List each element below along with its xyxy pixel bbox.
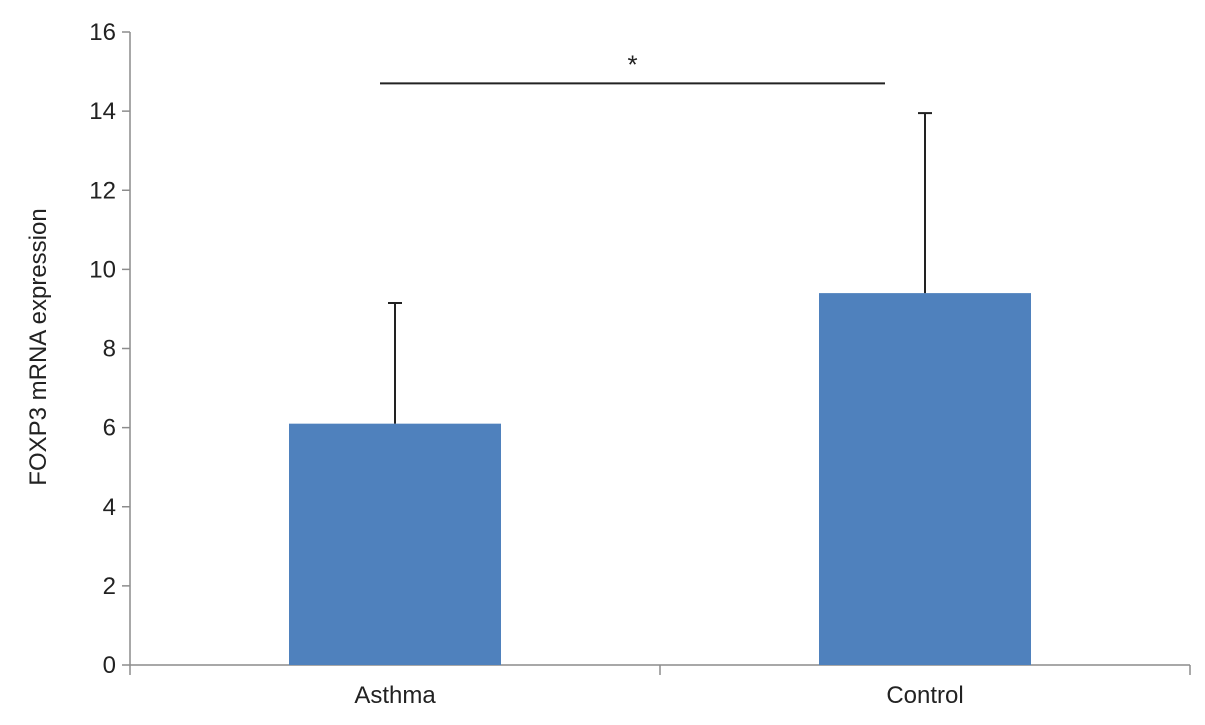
bars xyxy=(289,293,1031,665)
y-tick-label: 6 xyxy=(103,415,116,442)
y-axis: 0 2 4 6 8 10 12 14 16 xyxy=(89,19,131,679)
x-axis: Asthma Control xyxy=(129,664,1191,709)
y-tick-label: 2 xyxy=(103,573,116,600)
significance-star: * xyxy=(627,49,637,79)
y-tick-label: 12 xyxy=(89,177,116,204)
bar xyxy=(819,293,1031,665)
error-bars xyxy=(388,112,932,424)
y-tick-label: 16 xyxy=(89,19,116,46)
y-tick-label: 14 xyxy=(89,98,116,125)
x-tick-label: Control xyxy=(886,682,963,709)
y-tick-label: 8 xyxy=(103,336,116,363)
bar xyxy=(289,423,501,665)
y-tick-label: 4 xyxy=(103,494,116,521)
y-axis-title: FOXP3 mRNA expression xyxy=(25,208,52,485)
x-tick-label: Asthma xyxy=(354,682,436,709)
significance-marker: * xyxy=(380,49,885,85)
y-tick-label: 0 xyxy=(103,652,116,679)
y-tick-label: 10 xyxy=(89,256,116,283)
